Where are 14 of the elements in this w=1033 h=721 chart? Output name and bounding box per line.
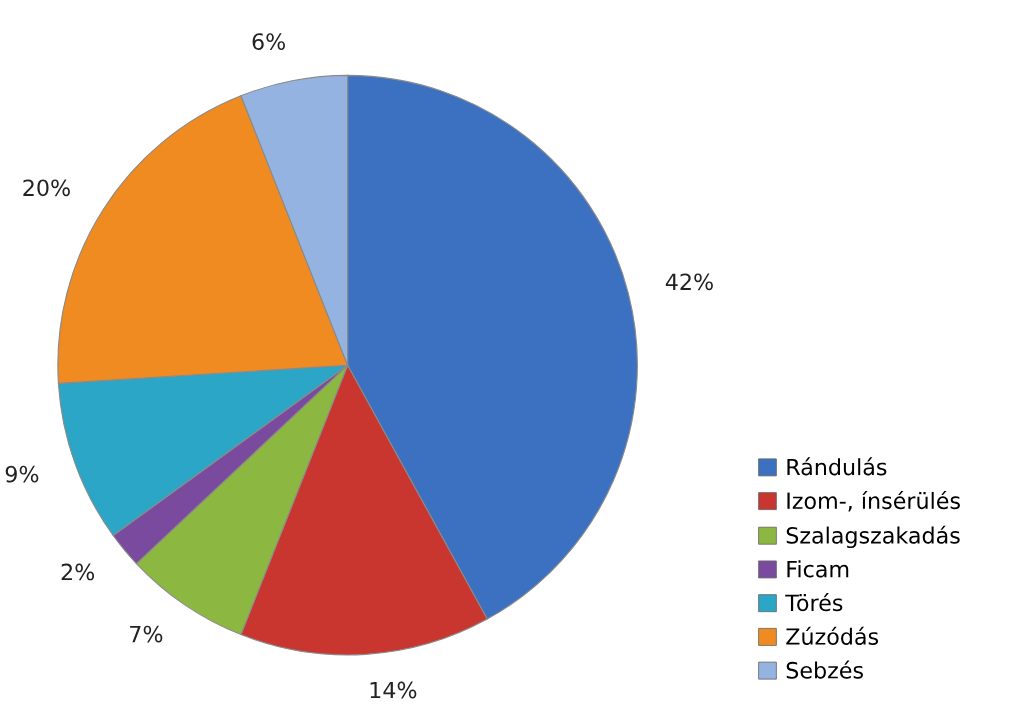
data-label: 20% (23, 179, 70, 197)
data-label: 14% (370, 681, 417, 699)
legend-label: Sebzés (786, 660, 863, 679)
legend-label: Rándulás (787, 457, 887, 476)
data-label: 6% (252, 33, 286, 51)
legend-label: Ficam (787, 560, 849, 578)
legend-label: Törés (785, 593, 843, 612)
data-label: 9% (5, 465, 39, 483)
data-label: 7% (130, 625, 163, 643)
legend-label: Szalagszakadás (786, 525, 960, 549)
legend-label: Zúzódás (786, 626, 879, 645)
data-label: 2% (61, 563, 95, 581)
data-label: 42% (665, 273, 713, 291)
legend-label: Izom-, ínsérülés (787, 491, 960, 512)
